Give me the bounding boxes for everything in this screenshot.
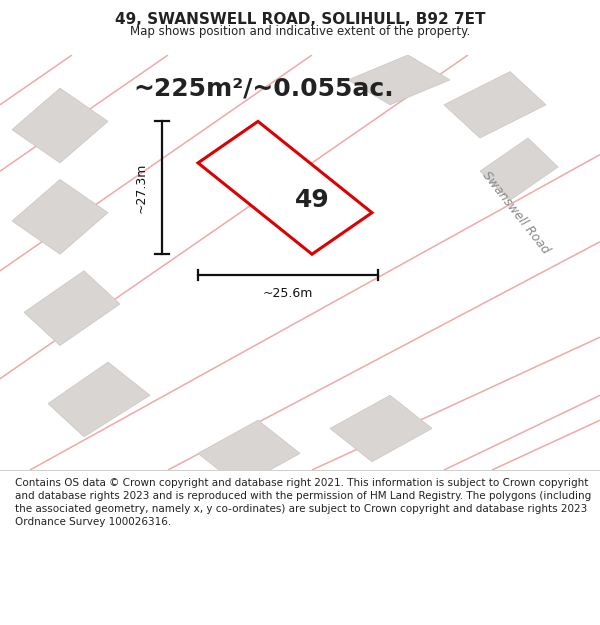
Text: Swanswell Road: Swanswell Road <box>480 169 552 256</box>
Text: ~27.3m: ~27.3m <box>134 162 148 213</box>
Polygon shape <box>480 138 558 200</box>
Polygon shape <box>198 121 372 254</box>
Text: Contains OS data © Crown copyright and database right 2021. This information is : Contains OS data © Crown copyright and d… <box>15 478 591 528</box>
Text: ~225m²/~0.055ac.: ~225m²/~0.055ac. <box>134 76 394 100</box>
Polygon shape <box>24 271 120 346</box>
Text: 49: 49 <box>295 188 329 213</box>
Text: Map shows position and indicative extent of the property.: Map shows position and indicative extent… <box>130 26 470 39</box>
Polygon shape <box>12 88 108 163</box>
Polygon shape <box>48 362 150 437</box>
Text: ~25.6m: ~25.6m <box>263 288 313 301</box>
Polygon shape <box>12 179 108 254</box>
Text: 49, SWANSWELL ROAD, SOLIHULL, B92 7ET: 49, SWANSWELL ROAD, SOLIHULL, B92 7ET <box>115 12 485 27</box>
Polygon shape <box>330 395 432 462</box>
Polygon shape <box>198 420 300 487</box>
Polygon shape <box>348 55 450 105</box>
Polygon shape <box>444 72 546 138</box>
